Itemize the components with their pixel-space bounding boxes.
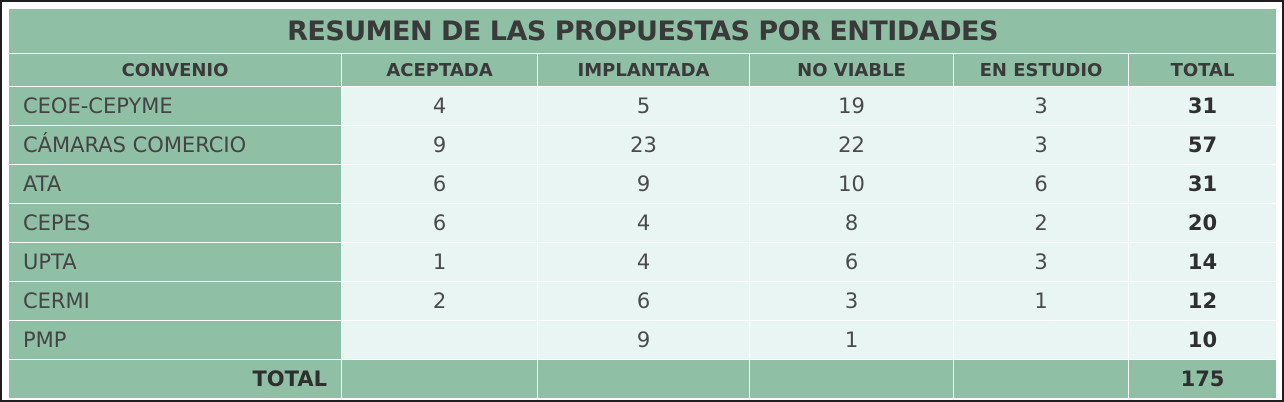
row-en-estudio-cell: 2: [953, 203, 1129, 243]
table-row: ATA 6 9 10 6 31: [8, 164, 1278, 204]
table-row: CEOE-CEPYME 4 5 19 3 31: [8, 86, 1278, 126]
row-no-viable-cell: 19: [749, 86, 954, 126]
row-convenio-cell: UPTA: [8, 242, 342, 282]
table-row: PMP 9 1 10: [8, 320, 1278, 360]
row-convenio-cell: CEOE-CEPYME: [8, 86, 342, 126]
row-aceptada-cell: 2: [341, 281, 538, 321]
column-header-en-estudio: EN ESTUDIO: [953, 53, 1129, 87]
row-aceptada-cell: 1: [341, 242, 538, 282]
row-aceptada-cell: 4: [341, 86, 538, 126]
column-header-aceptada: ACEPTADA: [341, 53, 538, 87]
row-total-cell: 31: [1127, 86, 1278, 126]
row-no-viable-cell: 10: [749, 164, 954, 204]
row-implantada-cell: 6: [537, 281, 750, 321]
row-aceptada-cell: 6: [341, 203, 538, 243]
column-header-total: TOTAL: [1127, 53, 1278, 87]
row-total-cell: 14: [1127, 242, 1278, 282]
column-header-no-viable: NO VIABLE: [749, 53, 954, 87]
grand-total-aceptada: [341, 359, 538, 399]
table-title: RESUMEN DE LAS PROPUESTAS POR ENTIDADES: [7, 8, 1278, 54]
row-en-estudio-cell: 3: [953, 86, 1129, 126]
column-header-row: CONVENIO ACEPTADA IMPLANTADA NO VIABLE E…: [8, 53, 1278, 87]
row-en-estudio-cell: 1: [953, 281, 1129, 321]
row-en-estudio-cell: 6: [953, 164, 1129, 204]
row-implantada-cell: 5: [537, 86, 750, 126]
row-implantada-cell: 9: [537, 164, 750, 204]
row-no-viable-cell: 6: [749, 242, 954, 282]
row-total-cell: 12: [1127, 281, 1278, 321]
row-en-estudio-cell: [953, 320, 1129, 360]
row-no-viable-cell: 8: [749, 203, 954, 243]
row-no-viable-cell: 22: [749, 125, 954, 165]
grand-total-label: TOTAL: [8, 359, 342, 399]
table-row: CÁMARAS COMERCIO 9 23 22 3 57: [8, 125, 1278, 165]
column-header-implantada: IMPLANTADA: [537, 53, 750, 87]
row-implantada-cell: 4: [537, 203, 750, 243]
row-aceptada-cell: [341, 320, 538, 360]
row-aceptada-cell: 6: [341, 164, 538, 204]
row-total-cell: 57: [1127, 125, 1278, 165]
row-en-estudio-cell: 3: [953, 242, 1129, 282]
row-implantada-cell: 23: [537, 125, 750, 165]
row-no-viable-cell: 1: [749, 320, 954, 360]
row-implantada-cell: 9: [537, 320, 750, 360]
grand-total-row: TOTAL 175: [8, 359, 1278, 399]
column-header-convenio: CONVENIO: [8, 53, 342, 87]
row-aceptada-cell: 9: [341, 125, 538, 165]
row-total-cell: 20: [1127, 203, 1278, 243]
table-row: CERMI 2 6 3 1 12: [8, 281, 1278, 321]
row-implantada-cell: 4: [537, 242, 750, 282]
row-no-viable-cell: 3: [749, 281, 954, 321]
title-row: RESUMEN DE LAS PROPUESTAS POR ENTIDADES: [7, 8, 1278, 54]
table-row: CEPES 6 4 8 2 20: [8, 203, 1278, 243]
row-en-estudio-cell: 3: [953, 125, 1129, 165]
proposals-summary-table: RESUMEN DE LAS PROPUESTAS POR ENTIDADES …: [7, 8, 1278, 399]
row-convenio-cell: CERMI: [8, 281, 342, 321]
grand-total-implantada: [537, 359, 750, 399]
row-convenio-cell: ATA: [8, 164, 342, 204]
row-total-cell: 10: [1127, 320, 1278, 360]
row-convenio-cell: CÁMARAS COMERCIO: [8, 125, 342, 165]
grand-total-no-viable: [749, 359, 954, 399]
grand-total-value: 175: [1127, 359, 1278, 399]
grand-total-en-estudio: [953, 359, 1129, 399]
row-convenio-cell: PMP: [8, 320, 342, 360]
table-row: UPTA 1 4 6 3 14: [8, 242, 1278, 282]
row-convenio-cell: CEPES: [8, 203, 342, 243]
row-total-cell: 31: [1127, 164, 1278, 204]
